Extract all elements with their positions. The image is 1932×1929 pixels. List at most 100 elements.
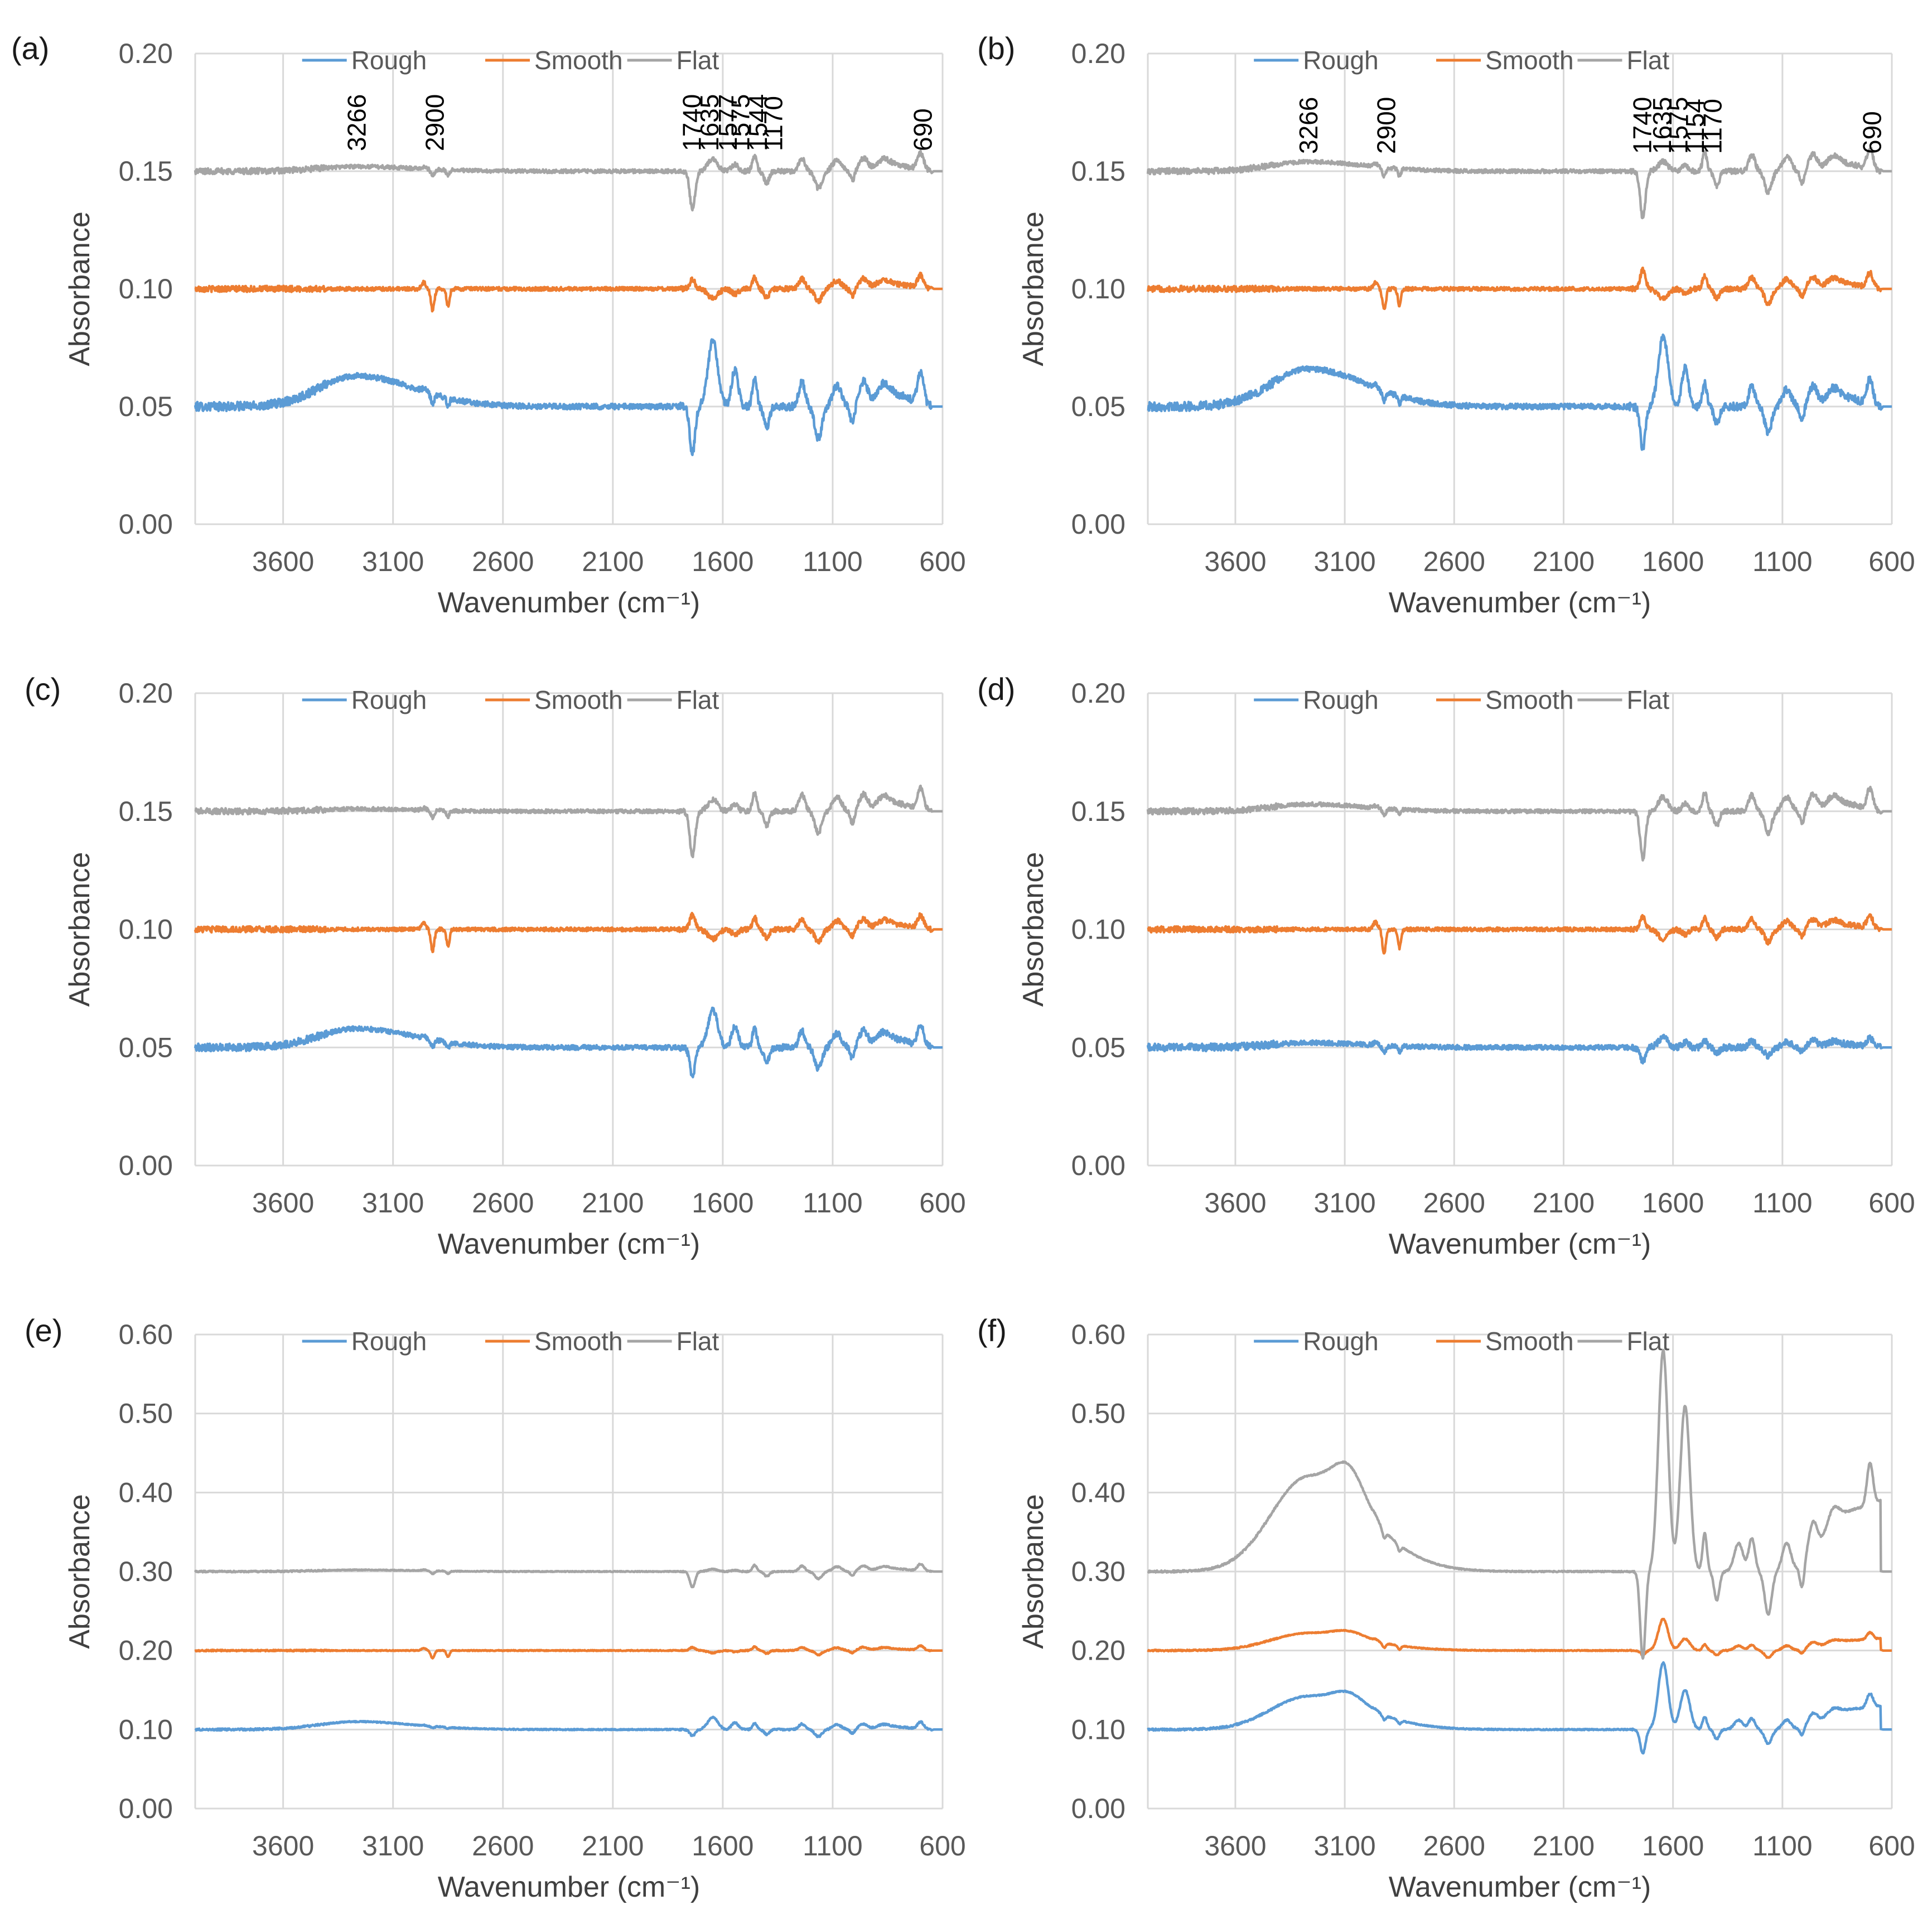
x-tick-label: 1600 xyxy=(1642,1187,1704,1219)
series-line-smooth xyxy=(194,911,943,954)
series-line-flat xyxy=(1146,146,1892,220)
x-tick-label: 2600 xyxy=(472,1187,534,1219)
x-tick-label: 1600 xyxy=(692,1187,754,1219)
x-tick-label: 600 xyxy=(919,1830,965,1862)
y-axis-title: Absorbance xyxy=(64,211,96,366)
y-tick-label: 0.30 xyxy=(1071,1556,1126,1587)
peak-label: 1170 xyxy=(759,96,788,151)
y-tick-label: 0.00 xyxy=(1071,1150,1126,1181)
chart-panel-4: 0.00 0.10 0.20 0.30 0.40 0.50 0.60 3600 3100 2600… xyxy=(25,1313,966,1903)
y-tick-label: 0.10 xyxy=(119,1714,173,1745)
peak-label: 1544 xyxy=(743,94,772,151)
y-axis-title: Absorbance xyxy=(1017,852,1050,1007)
x-tick-label: 2100 xyxy=(1533,546,1595,577)
peak-label: 2900 xyxy=(1372,97,1401,154)
chart-panel-5: 0.00 0.10 0.20 0.30 0.40 0.50 0.60 3600 3100 2600… xyxy=(977,1313,1915,1903)
legend-label-flat: Flat xyxy=(1626,685,1669,714)
panel-label: (d) xyxy=(977,671,1015,707)
x-tick-label: 2100 xyxy=(1533,1187,1595,1219)
legend-label-flat: Flat xyxy=(677,1327,719,1356)
legend-label-flat: Flat xyxy=(1626,46,1669,75)
panel-label: (a) xyxy=(11,31,49,66)
x-tick-label: 1100 xyxy=(803,1187,863,1219)
y-tick-label: 0.00 xyxy=(119,509,173,540)
y-axis-title: Absorbance xyxy=(64,1494,96,1649)
x-tick-label: 2600 xyxy=(1423,546,1485,577)
series-line-smooth xyxy=(1147,913,1892,955)
y-axis-title: Absorbance xyxy=(1017,1494,1050,1649)
y-tick-label: 0.15 xyxy=(1071,156,1126,187)
y-tick-label: 0.20 xyxy=(1071,1635,1126,1666)
series-line-flat xyxy=(194,1563,943,1589)
series-line-rough xyxy=(194,1007,943,1079)
x-tick-label: 3100 xyxy=(1314,1187,1376,1219)
legend-label-smooth: Smooth xyxy=(1485,1327,1574,1356)
legend-label-smooth: Smooth xyxy=(1485,685,1574,714)
x-tick-label: 2600 xyxy=(472,546,534,577)
y-tick-label: 0.60 xyxy=(1071,1319,1126,1350)
peak-label: 3266 xyxy=(1294,97,1323,154)
peak-label: 1154 xyxy=(1680,99,1709,154)
legend-label-rough: Rough xyxy=(1303,46,1379,75)
x-tick-label: 1100 xyxy=(1752,546,1813,577)
x-tick-label: 3600 xyxy=(252,546,314,577)
x-tick-label: 1600 xyxy=(692,1830,754,1862)
y-tick-label: 0.40 xyxy=(119,1477,173,1508)
y-tick-label: 0.00 xyxy=(119,1793,173,1824)
peak-label: 2900 xyxy=(421,94,450,151)
peak-label: 690 xyxy=(909,108,938,151)
x-tick-label: 1600 xyxy=(692,546,754,577)
x-axis-title: Wavenumber (cm⁻¹) xyxy=(438,1871,700,1903)
y-tick-label: 0.20 xyxy=(119,678,173,709)
y-tick-label: 0.20 xyxy=(1071,38,1126,69)
x-tick-label: 2600 xyxy=(1423,1187,1485,1219)
y-tick-label: 0.05 xyxy=(1071,391,1126,422)
legend-label-rough: Rough xyxy=(1303,1327,1379,1356)
panel-label: (b) xyxy=(977,31,1015,66)
peak-label: 690 xyxy=(1858,111,1887,154)
x-tick-label: 3600 xyxy=(252,1830,314,1862)
x-tick-label: 2100 xyxy=(582,546,644,577)
series-line-rough xyxy=(194,1715,943,1738)
x-axis-title: Wavenumber (cm⁻¹) xyxy=(438,587,700,619)
chart-panel-3: 0.00 0.05 0.10 0.15 0.20 3600 3100 2600 2100 1600… xyxy=(977,671,1915,1260)
y-tick-label: 0.30 xyxy=(119,1556,173,1587)
legend-label-rough: Rough xyxy=(351,1327,427,1356)
y-axis-title: Absorbance xyxy=(1017,211,1050,366)
y-tick-label: 0.20 xyxy=(119,1635,173,1666)
y-tick-label: 0.10 xyxy=(1071,273,1126,304)
series-line-flat xyxy=(1147,1348,1892,1660)
legend-label-rough: Rough xyxy=(351,46,427,75)
x-axis-title: Wavenumber (cm⁻¹) xyxy=(1389,1228,1651,1260)
y-tick-label: 0.10 xyxy=(1071,914,1126,945)
legend-label-flat: Flat xyxy=(677,685,719,714)
x-tick-label: 3600 xyxy=(1204,1830,1266,1862)
x-tick-label: 1600 xyxy=(1642,546,1704,577)
y-tick-label: 0.10 xyxy=(119,914,173,945)
y-tick-label: 0.20 xyxy=(119,38,173,69)
x-axis-title: Wavenumber (cm⁻¹) xyxy=(1389,1871,1651,1903)
peak-label: 1740 xyxy=(1628,97,1657,154)
chart-panel-0: 0.00 0.05 0.10 0.15 0.20 3600 3100 2600 2100 1600… xyxy=(11,31,966,619)
y-tick-label: 0.50 xyxy=(119,1398,173,1429)
series-line-rough xyxy=(1147,333,1892,451)
x-tick-label: 2100 xyxy=(582,1187,644,1219)
legend-label-smooth: Smooth xyxy=(534,46,623,75)
y-tick-label: 0.10 xyxy=(1071,1714,1126,1745)
y-tick-label: 0.15 xyxy=(119,156,173,187)
x-tick-label: 1100 xyxy=(1752,1187,1813,1219)
series-line-rough xyxy=(1146,1033,1892,1065)
x-tick-label: 3100 xyxy=(362,546,424,577)
y-tick-label: 0.05 xyxy=(119,1032,173,1063)
x-tick-label: 2100 xyxy=(582,1830,644,1862)
legend-label-smooth: Smooth xyxy=(534,685,623,714)
panel-label: (f) xyxy=(977,1313,1007,1348)
y-tick-label: 0.60 xyxy=(119,1319,173,1350)
peak-label: 1575 xyxy=(726,94,755,151)
x-tick-label: 3600 xyxy=(252,1187,314,1219)
x-tick-label: 600 xyxy=(919,546,965,577)
y-tick-label: 0.00 xyxy=(1071,509,1126,540)
x-tick-label: 3600 xyxy=(1204,1187,1266,1219)
series-line-smooth xyxy=(194,272,943,313)
